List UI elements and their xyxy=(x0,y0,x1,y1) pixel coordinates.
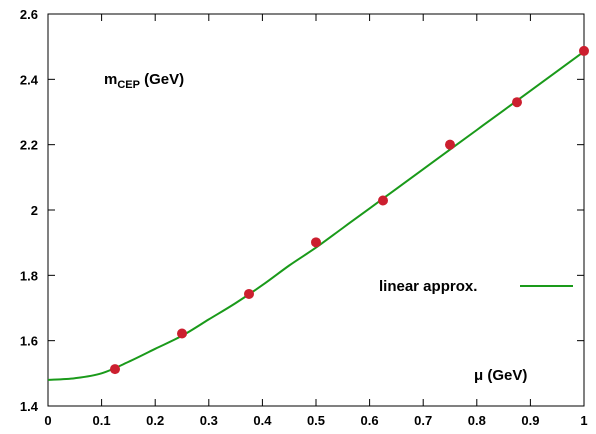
x-tick-labels: 0 0.1 0.2 0.3 0.4 0.5 0.6 0.7 0.8 0.9 1 xyxy=(44,413,587,428)
y-tick-label: 2.6 xyxy=(20,7,38,22)
x-tick-label: 0.2 xyxy=(146,413,164,428)
data-point xyxy=(512,97,522,108)
x-tick-label: 0.9 xyxy=(521,413,539,428)
x-tick-label: 0 xyxy=(44,413,51,428)
y-tick-label: 1.8 xyxy=(20,268,38,283)
y-axis-label-main: m xyxy=(104,71,117,88)
data-point xyxy=(378,195,388,206)
y-tick-label: 1.4 xyxy=(20,399,39,414)
x-tick-label: 0.7 xyxy=(414,413,432,428)
x-tick-label: 0.4 xyxy=(253,413,272,428)
x-tick-label: 0.1 xyxy=(93,413,111,428)
series-line xyxy=(47,50,585,381)
data-point xyxy=(311,237,321,248)
y-tick-label: 2.4 xyxy=(20,72,39,87)
legend-label: linear approx. xyxy=(379,278,477,295)
x-tick-label: 0.8 xyxy=(468,413,486,428)
y-tick-labels: 1.4 1.6 1.8 2 2.2 2.4 2.6 xyxy=(20,7,39,414)
y-tick-label: 1.6 xyxy=(20,334,38,349)
x-tick-label: 0.5 xyxy=(307,413,325,428)
ticks xyxy=(47,13,585,407)
data-point xyxy=(445,139,455,150)
y-tick-label: 2 xyxy=(31,203,38,218)
y-tick-label: 2.2 xyxy=(20,138,38,153)
data-point xyxy=(244,288,254,299)
x-axis-label: μ (GeV) xyxy=(474,367,527,384)
x-tick-label: 1 xyxy=(580,413,587,428)
y-axis-label-unit: (GeV) xyxy=(140,71,184,88)
data-point xyxy=(579,45,589,56)
data-point xyxy=(177,328,187,339)
x-tick-label: 0.6 xyxy=(361,413,379,428)
series-points xyxy=(110,45,589,375)
data-point xyxy=(110,364,120,375)
plot-frame xyxy=(47,13,585,407)
y-axis-label-sub: CEP xyxy=(117,79,140,91)
x-tick-label: 0.3 xyxy=(200,413,218,428)
y-axis-label: mCEP (GeV) xyxy=(104,71,184,91)
